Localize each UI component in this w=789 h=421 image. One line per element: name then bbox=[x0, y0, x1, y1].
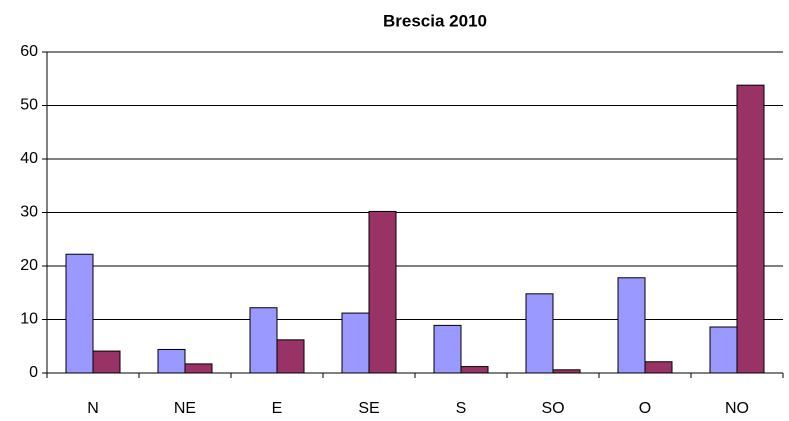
bar bbox=[276, 339, 305, 374]
y-tick-label: 20 bbox=[20, 257, 38, 274]
x-tick-label: N bbox=[87, 400, 99, 417]
bar bbox=[644, 361, 673, 374]
x-tick-label: NO bbox=[725, 400, 749, 417]
x-tick-label: SO bbox=[541, 400, 564, 417]
bar bbox=[157, 348, 186, 374]
x-tick-label: SE bbox=[358, 400, 379, 417]
bar bbox=[525, 293, 554, 374]
bar bbox=[368, 210, 397, 374]
x-tick-label: S bbox=[456, 400, 467, 417]
y-tick-label: 0 bbox=[29, 364, 38, 381]
bar bbox=[617, 277, 646, 374]
y-tick-label: 30 bbox=[20, 204, 38, 221]
y-tick-label: 50 bbox=[20, 97, 38, 114]
x-tick-label: E bbox=[272, 400, 283, 417]
chart-title: Brescia 2010 bbox=[383, 11, 487, 30]
bar bbox=[341, 312, 370, 374]
x-tick-label: O bbox=[639, 400, 651, 417]
bar bbox=[460, 366, 489, 374]
bar bbox=[736, 84, 765, 374]
bar bbox=[92, 350, 121, 374]
bar bbox=[184, 363, 213, 374]
bar bbox=[433, 324, 462, 374]
y-tick-label: 60 bbox=[20, 43, 38, 60]
y-tick-label: 10 bbox=[20, 311, 38, 328]
bar bbox=[709, 326, 738, 374]
y-tick-label: 40 bbox=[20, 150, 38, 167]
x-tick-label: NE bbox=[174, 400, 196, 417]
bar bbox=[249, 307, 278, 374]
bar bbox=[65, 253, 94, 374]
